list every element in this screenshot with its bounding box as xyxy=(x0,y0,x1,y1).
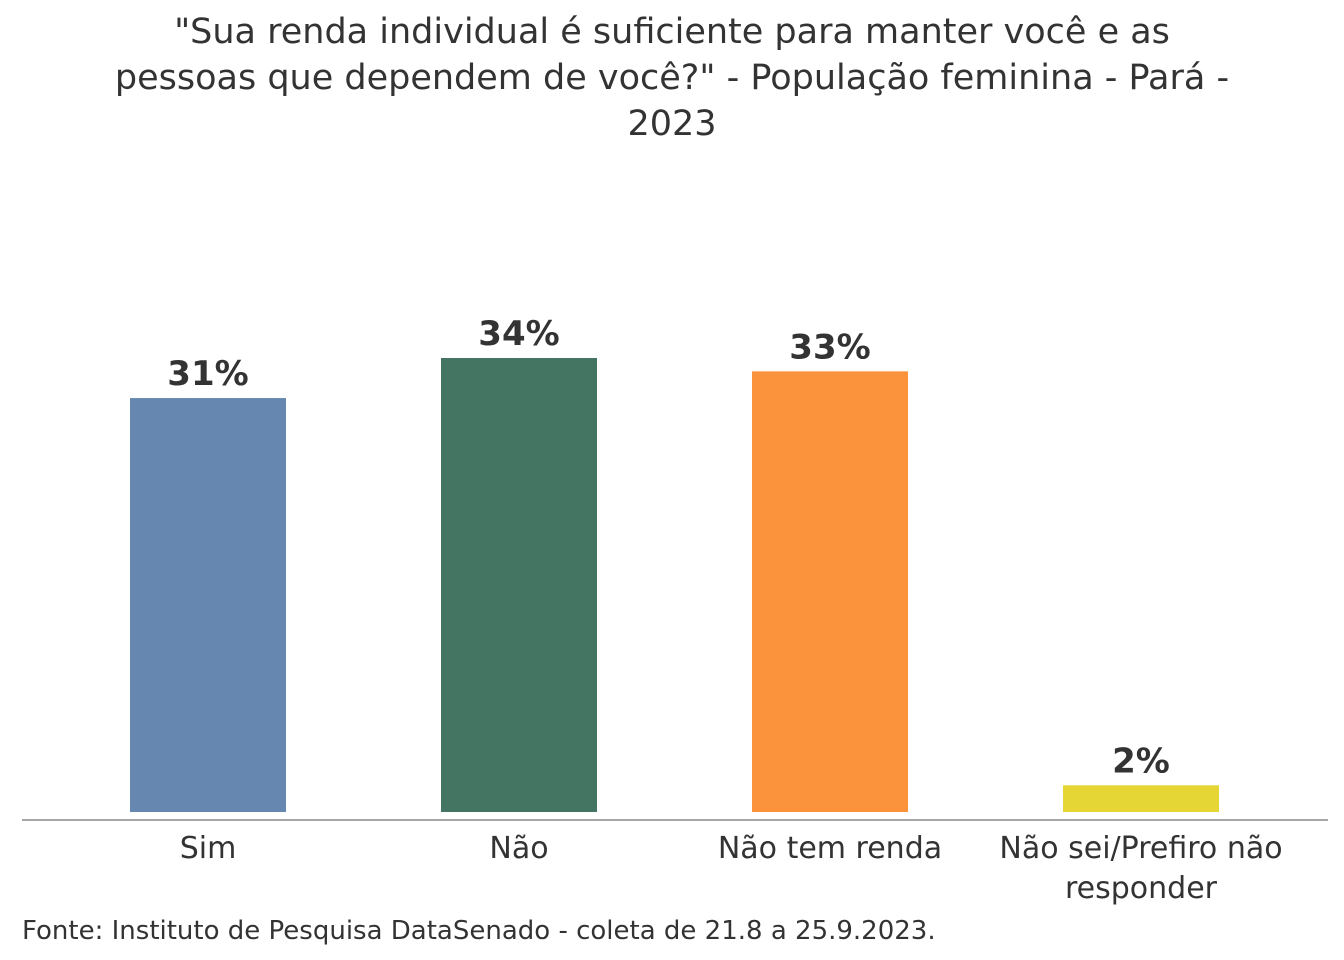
x-tick-label: responder xyxy=(1065,871,1218,906)
data-label: 31% xyxy=(167,354,248,394)
bar xyxy=(130,398,286,812)
source-note: Fonte: Instituto de Pesquisa DataSenado … xyxy=(22,916,936,946)
chart-title-line: 2023 xyxy=(627,104,716,144)
chart-title-line: pessoas que dependem de você?" - Populaç… xyxy=(115,58,1229,98)
x-tick-label: Não tem renda xyxy=(718,831,942,866)
x-tick-label: Sim xyxy=(180,831,237,866)
data-label: 34% xyxy=(478,314,559,354)
x-axis-ticks: Sim Não Não tem renda Não sei/Prefiro não re… xyxy=(180,831,1283,906)
x-tick-label: Não sei/Prefiro não xyxy=(999,831,1282,866)
bars: 31% 34% 33% 2% xyxy=(130,314,1219,812)
bar xyxy=(752,371,908,812)
chart-title: "Sua renda individual é suficiente para … xyxy=(115,12,1229,144)
data-label: 33% xyxy=(789,327,870,367)
data-label: 2% xyxy=(1112,741,1170,781)
x-tick-label: Não xyxy=(489,831,548,866)
chart-title-line: "Sua renda individual é suficiente para … xyxy=(174,12,1170,52)
bar xyxy=(441,358,597,812)
bar xyxy=(1063,785,1219,812)
